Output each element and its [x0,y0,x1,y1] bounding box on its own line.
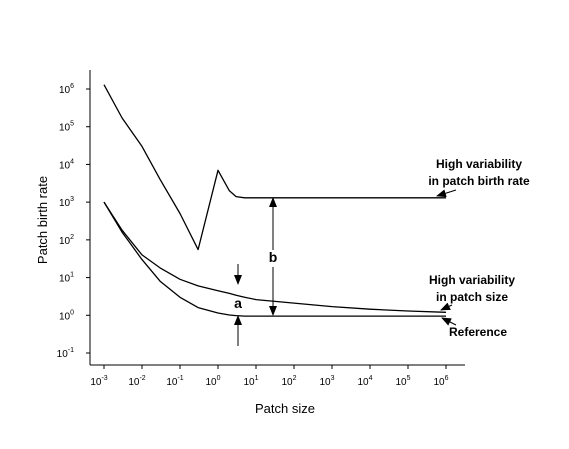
series-reference [103,201,446,317]
y-tick-label: 103 [59,196,74,209]
x-tick-label: 10-2 [128,375,145,388]
annotation-patch-size-line2: in patch size [436,290,508,304]
y-tick-label: 104 [59,158,74,171]
x-tick-label: 102 [281,375,296,388]
x-tick-label: 103 [319,375,334,388]
y-tick-label: 106 [59,83,74,96]
y-axis-label: Patch birth rate [35,176,50,264]
x-ticks: 10-3 10-2 10-1 100 101 102 103 104 105 106 [90,365,449,388]
series-high-patch-size-variability [103,201,447,313]
annotation-patch-size-line1: High variability [429,273,515,287]
series-group [103,84,447,317]
annotation-reference-arrow [441,317,457,326]
marker-a-label: a [234,295,242,311]
x-tick-label: 10-1 [166,375,183,388]
y-tick-label: 100 [59,309,74,322]
series-high-birth-rate-variability [103,84,446,251]
x-tick-label: 101 [243,375,258,388]
annotation-reference: Reference [449,325,507,339]
x-axis-label: Patch size [255,401,315,416]
y-tick-label: 101 [59,272,74,285]
y-tick-label: 105 [59,121,74,134]
y-tick-label: 10-1 [57,347,74,360]
x-tick-label: 10-3 [90,375,107,388]
annotation-birth-rate-line1: High variability [436,157,522,171]
x-tick-label: 106 [433,375,448,388]
marker-b-label: b [269,249,278,265]
annotation-birth-rate-line2: in patch birth rate [428,174,530,188]
y-tick-label: 102 [59,234,74,247]
annotation-patch-size-arrow [440,302,453,311]
x-tick-label: 104 [357,375,372,388]
x-tick-label: 105 [395,375,410,388]
y-ticks: 10-1 100 101 102 103 104 105 106 [57,83,90,360]
x-tick-label: 100 [205,375,220,388]
annotation-birth-rate-arrow [436,189,457,198]
